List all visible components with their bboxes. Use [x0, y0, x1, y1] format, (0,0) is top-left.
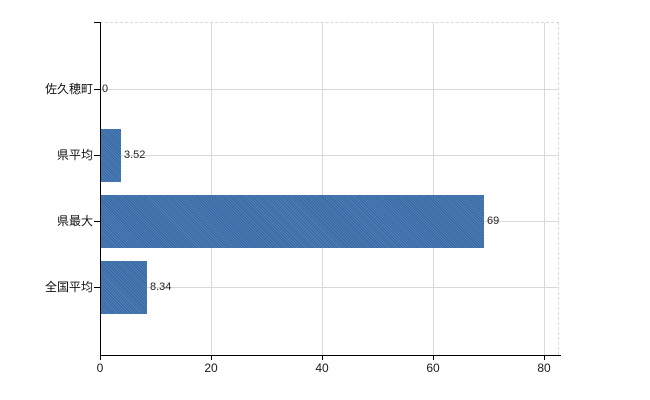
- plot-area: [100, 22, 559, 355]
- x-axis-tick: [544, 356, 545, 360]
- x-axis-tick-label: 80: [537, 361, 551, 375]
- x-axis-line: [100, 355, 561, 356]
- bar: [101, 129, 121, 182]
- bar: [101, 261, 147, 314]
- vertical-gridline: [322, 23, 323, 355]
- y-axis-tick: [94, 155, 100, 156]
- x-axis-tick-label: 20: [204, 361, 218, 375]
- value-label: 3.52: [124, 149, 146, 161]
- x-axis-tick-label: 0: [96, 361, 104, 375]
- vertical-gridline: [211, 23, 212, 355]
- value-label: 69: [487, 215, 500, 227]
- horizontal-gridline: [101, 89, 559, 90]
- x-axis-tick: [322, 356, 323, 360]
- y-axis-tick: [94, 221, 100, 222]
- x-axis-tick-label: 60: [426, 361, 440, 375]
- vertical-gridline: [433, 23, 434, 355]
- category-label: 県平均: [56, 148, 93, 162]
- category-label: 佐久穂町: [44, 82, 93, 96]
- value-label: 8.34: [150, 281, 172, 293]
- category-label: 県最大: [56, 214, 93, 228]
- x-axis-tick: [433, 356, 434, 360]
- vertical-gridline: [544, 23, 545, 355]
- x-axis-tick-label: 40: [315, 361, 329, 375]
- x-axis-tick: [100, 356, 101, 360]
- category-label: 全国平均: [44, 280, 93, 294]
- horizontal-gridline: [101, 155, 559, 156]
- value-label: 0: [102, 83, 109, 95]
- y-axis-end-tick: [94, 22, 100, 23]
- y-axis-line: [100, 22, 101, 355]
- x-axis-tick: [211, 356, 212, 360]
- y-axis-tick: [94, 287, 100, 288]
- horizontal-gridline: [101, 287, 559, 288]
- bar: [101, 195, 484, 248]
- y-axis-tick: [94, 89, 100, 90]
